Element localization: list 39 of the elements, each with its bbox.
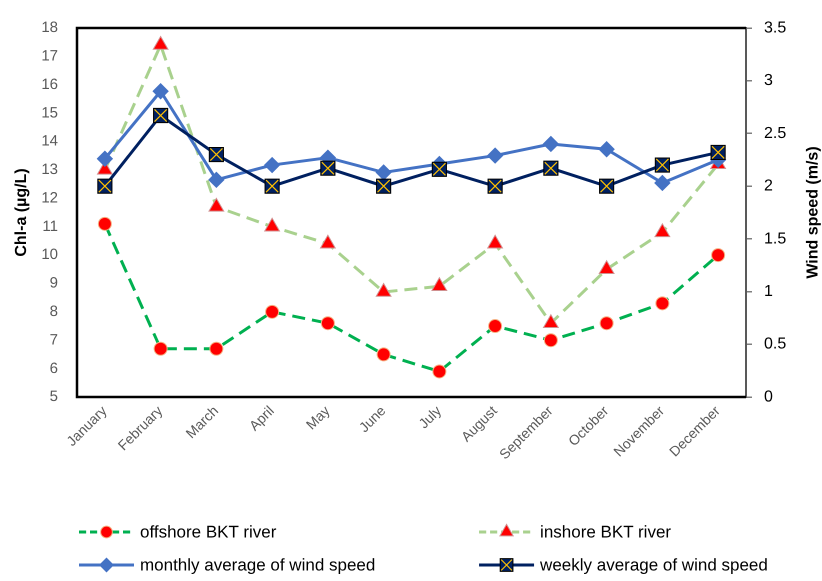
point <box>598 141 615 158</box>
legend-label: offshore BKT river <box>140 522 277 542</box>
x-tick-label: July <box>415 402 444 432</box>
legend-label: monthly average of wind speed <box>140 556 376 575</box>
y2-tick-label: 2 <box>764 178 773 195</box>
legend-label: inshore BKT river <box>540 522 672 542</box>
y-tick-label: 18 <box>41 19 58 36</box>
y-tick-label: 9 <box>50 274 58 292</box>
y2-tick-label: 1.5 <box>764 230 786 248</box>
y2-tick-label: 0 <box>764 388 773 406</box>
point <box>376 164 392 180</box>
y-tick-label: 8 <box>50 302 58 320</box>
x-tick-label: May <box>302 402 333 432</box>
y2-tick-label: 1 <box>764 282 773 300</box>
y-tick-label: 13 <box>41 161 58 178</box>
y-tick-label: 12 <box>41 189 58 206</box>
point <box>152 83 169 100</box>
y2-axis-title: Wind speed (m/s) <box>804 146 822 279</box>
point <box>264 157 280 174</box>
point <box>654 174 670 191</box>
point <box>208 172 224 188</box>
y-tick-label: 5 <box>50 388 58 406</box>
y2-tick-label: 3 <box>764 72 773 90</box>
y-tick-label: 10 <box>41 246 58 264</box>
point <box>542 136 559 152</box>
point <box>96 150 113 167</box>
y-tick-label: 6 <box>50 360 58 377</box>
y-tick-label: 7 <box>50 331 58 348</box>
y2-tick-label: 3.5 <box>764 19 786 36</box>
y-tick-label: 14 <box>41 132 58 150</box>
y-tick-label: 17 <box>41 48 58 65</box>
y-axis-title: Chl-a (µg/L) <box>13 168 30 257</box>
point <box>487 148 504 164</box>
y-tick-label: 15 <box>41 104 58 122</box>
y-tick-label: 16 <box>41 76 58 93</box>
y2-tick-label: 0.5 <box>764 336 786 353</box>
y-tick-label: 11 <box>42 218 58 235</box>
legend-label: weekly average of wind speed <box>539 556 768 575</box>
y2-tick-label: 2.5 <box>764 124 786 142</box>
